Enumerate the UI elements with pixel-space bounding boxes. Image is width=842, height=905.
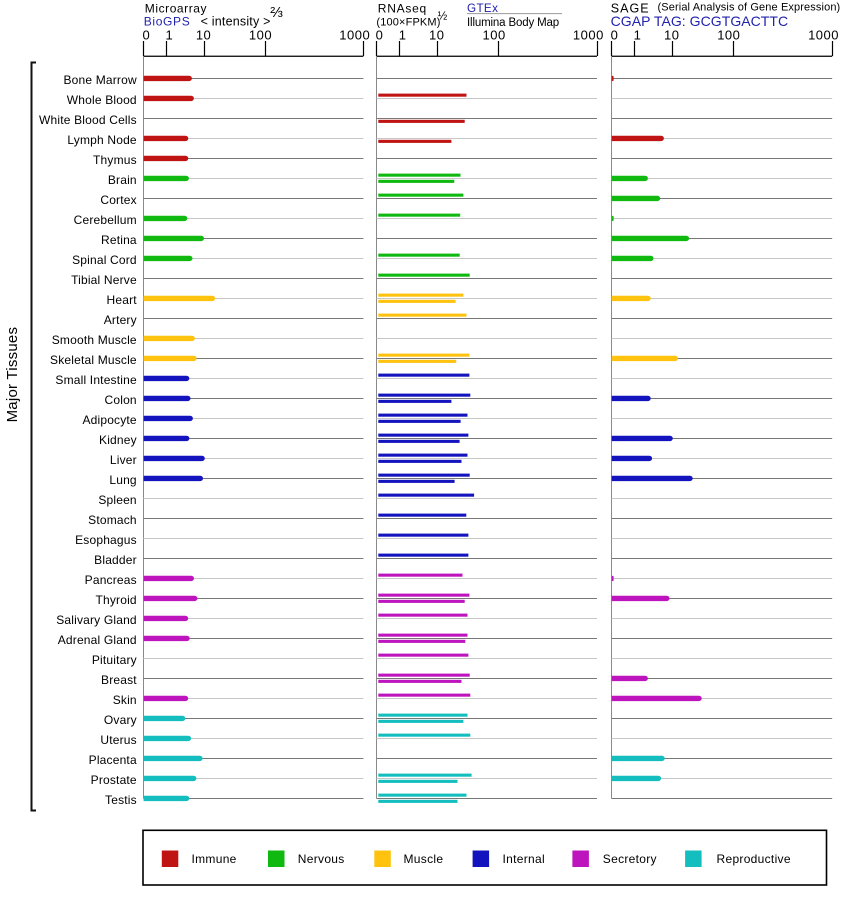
svg-text:10: 10	[429, 27, 444, 42]
svg-text:Cortex: Cortex	[100, 193, 136, 207]
svg-text:0: 0	[376, 27, 384, 42]
svg-text:Skeletal Muscle: Skeletal Muscle	[50, 353, 137, 367]
svg-text:Small Intestine: Small Intestine	[55, 373, 137, 387]
svg-text:Ovary: Ovary	[104, 713, 137, 727]
svg-text:Salivary Gland: Salivary Gland	[56, 613, 137, 627]
svg-text:Bone Marrow: Bone Marrow	[63, 73, 136, 87]
svg-text:Retina: Retina	[101, 233, 137, 247]
svg-text:Thymus: Thymus	[93, 153, 137, 167]
svg-text:0: 0	[142, 27, 150, 42]
svg-text:100: 100	[717, 27, 740, 42]
svg-text:1: 1	[399, 27, 407, 42]
svg-text:Major Tissues: Major Tissues	[4, 327, 21, 423]
svg-text:White Blood Cells: White Blood Cells	[39, 113, 137, 127]
svg-text:Internal: Internal	[503, 852, 545, 866]
svg-text:Pancreas: Pancreas	[85, 573, 137, 587]
svg-text:½: ½	[438, 11, 448, 23]
svg-text:1000: 1000	[339, 27, 370, 42]
svg-text:Secretory: Secretory	[603, 852, 657, 866]
svg-text:⅔: ⅔	[270, 4, 283, 21]
svg-text:Spinal Cord: Spinal Cord	[72, 253, 137, 267]
svg-text:10: 10	[196, 27, 211, 42]
svg-text:(Serial Analysis of Gene Expre: (Serial Analysis of Gene Expression)	[658, 1, 841, 13]
svg-text:10: 10	[664, 27, 679, 42]
svg-text:Uterus: Uterus	[100, 733, 136, 747]
svg-text:Prostate: Prostate	[91, 773, 137, 787]
svg-text:Breast: Breast	[101, 673, 137, 687]
svg-text:Spleen: Spleen	[98, 493, 136, 507]
svg-text:Pituitary: Pituitary	[92, 653, 137, 667]
svg-text:Skin: Skin	[113, 693, 137, 707]
svg-text:Immune: Immune	[192, 852, 237, 866]
svg-text:(100×FPKM): (100×FPKM)	[376, 17, 440, 29]
svg-text:Lymph Node: Lymph Node	[67, 133, 137, 147]
svg-text:Stomach: Stomach	[88, 513, 137, 527]
svg-text:0: 0	[611, 27, 619, 42]
svg-text:Colon: Colon	[105, 393, 137, 407]
svg-text:SAGE: SAGE	[611, 2, 650, 16]
svg-text:Testis: Testis	[105, 793, 137, 807]
svg-text:GTEx: GTEx	[467, 2, 498, 15]
svg-text:Nervous: Nervous	[298, 852, 345, 866]
svg-text:Liver: Liver	[110, 453, 137, 467]
svg-text:Lung: Lung	[109, 473, 136, 487]
svg-text:Whole Blood: Whole Blood	[67, 93, 137, 107]
svg-text:Reproductive: Reproductive	[717, 852, 791, 866]
svg-text:Microarray: Microarray	[145, 2, 207, 16]
svg-text:Bladder: Bladder	[94, 553, 137, 567]
svg-text:Illumina Body Map: Illumina Body Map	[467, 17, 559, 29]
svg-text:Placenta: Placenta	[89, 753, 137, 767]
svg-text:RNAseq: RNAseq	[378, 2, 427, 16]
svg-text:Cerebellum: Cerebellum	[74, 213, 137, 227]
svg-text:Artery: Artery	[104, 313, 137, 327]
svg-text:Heart: Heart	[107, 293, 138, 307]
svg-text:100: 100	[249, 27, 272, 42]
svg-text:Adipocyte: Adipocyte	[82, 413, 136, 427]
svg-text:Kidney: Kidney	[99, 433, 137, 447]
svg-text:1000: 1000	[573, 27, 604, 42]
svg-text:100: 100	[482, 27, 505, 42]
svg-text:1: 1	[165, 27, 173, 42]
svg-text:BioGPS: BioGPS	[144, 15, 191, 29]
svg-text:Adrenal Gland: Adrenal Gland	[58, 633, 137, 647]
svg-text:Smooth Muscle: Smooth Muscle	[52, 333, 137, 347]
svg-text:< intensity >: < intensity >	[201, 15, 271, 29]
svg-text:Tibial Nerve: Tibial Nerve	[71, 273, 137, 287]
svg-text:Thyroid: Thyroid	[96, 593, 137, 607]
svg-text:Brain: Brain	[108, 173, 137, 187]
svg-text:1: 1	[634, 27, 642, 42]
svg-text:CGAP TAG: GCGTGACTTC: CGAP TAG: GCGTGACTTC	[611, 13, 789, 29]
svg-text:1000: 1000	[808, 27, 839, 42]
svg-text:Esophagus: Esophagus	[75, 533, 137, 547]
svg-text:Muscle: Muscle	[404, 852, 444, 866]
